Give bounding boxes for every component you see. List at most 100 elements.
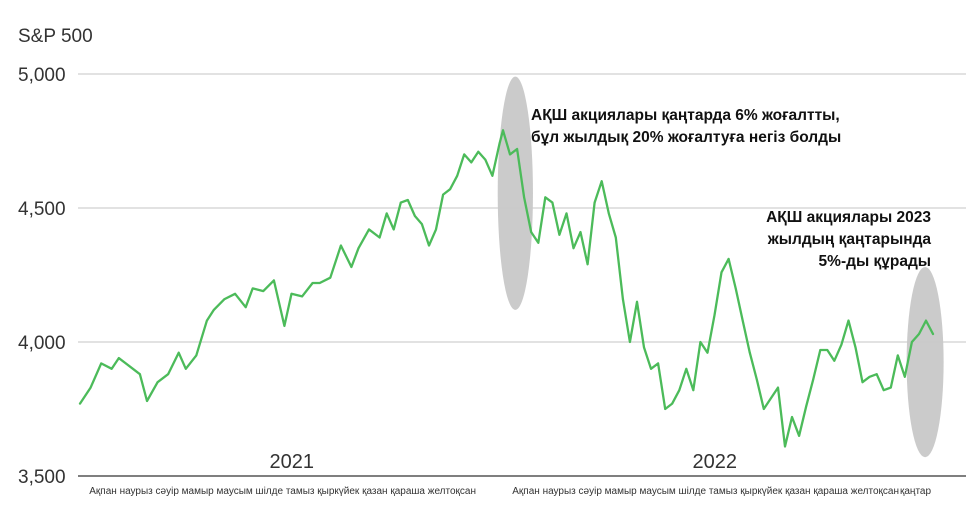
data-point — [713, 314, 716, 317]
data-point — [251, 287, 254, 290]
data-point — [727, 258, 730, 260]
data-point — [770, 397, 772, 400]
data-point — [882, 389, 885, 392]
data-point — [357, 247, 360, 250]
data-point — [206, 319, 208, 322]
data-point — [470, 161, 473, 164]
data-point — [146, 400, 148, 402]
month-labels: Ақпан наурыз сәуір мамыр маусым шілде та… — [512, 486, 899, 497]
data-point — [339, 244, 342, 247]
y-tick-label: 3,500 — [18, 467, 66, 488]
data-point — [629, 341, 631, 343]
highlight-ovals — [497, 76, 944, 458]
data-point — [671, 402, 674, 405]
data-point — [89, 386, 92, 389]
highlight-oval — [906, 266, 944, 458]
data-point — [290, 292, 293, 295]
annotation-line: 5%-ды құрады — [819, 253, 932, 270]
data-point — [435, 228, 437, 231]
data-point — [699, 341, 702, 343]
highlight-oval — [497, 76, 533, 310]
data-point — [456, 174, 459, 177]
data-point — [350, 266, 353, 268]
data-point — [925, 319, 927, 322]
data-point — [283, 325, 286, 327]
data-point — [509, 153, 511, 156]
data-point — [167, 373, 170, 376]
y-tick-label: 4,500 — [18, 199, 66, 220]
data-point — [812, 378, 815, 381]
data-point — [565, 212, 568, 215]
data-point — [755, 378, 758, 381]
data-point — [301, 295, 303, 298]
data-point — [516, 148, 518, 150]
year-label: 2021 — [270, 451, 315, 473]
data-point — [385, 212, 388, 215]
data-point — [685, 367, 688, 370]
data-point — [621, 298, 624, 301]
data-point — [484, 158, 487, 161]
data-point — [734, 287, 737, 290]
data-point — [607, 212, 610, 215]
data-point — [117, 357, 120, 359]
data-point — [889, 386, 892, 389]
data-point — [318, 282, 321, 284]
data-point — [579, 231, 582, 234]
annotation-line: жылдың қаңтарында — [767, 231, 932, 248]
data-point — [213, 308, 215, 311]
data-point — [572, 247, 575, 250]
data-point — [498, 142, 501, 145]
data-point — [847, 319, 850, 322]
data-point — [195, 354, 198, 357]
data-point — [421, 223, 423, 225]
data-point — [826, 349, 829, 351]
data-point — [139, 373, 141, 376]
data-point — [819, 349, 822, 351]
data-point — [244, 306, 247, 309]
data-point — [406, 199, 409, 201]
data-point — [110, 367, 113, 370]
data-point — [777, 386, 779, 389]
data-point — [449, 188, 452, 191]
data-point — [861, 381, 864, 384]
data-point — [413, 215, 416, 217]
data-point — [399, 201, 402, 204]
y-tick-labels: 5,000 4,500 4,000 3,500 — [18, 65, 66, 488]
data-point — [272, 279, 275, 282]
data-point — [551, 201, 554, 204]
data-point — [854, 346, 857, 349]
data-point — [537, 241, 540, 244]
data-point — [530, 231, 533, 234]
data-point — [918, 333, 920, 335]
y-tick-label: 4,000 — [18, 333, 66, 354]
data-point — [805, 405, 808, 408]
data-point — [833, 359, 836, 362]
data-point — [600, 180, 603, 183]
data-point — [692, 389, 695, 392]
data-point — [643, 346, 645, 349]
month-labels: Ақпан наурыз сәуір мамыр маусым шілде та… — [89, 486, 476, 497]
data-point — [903, 375, 906, 378]
data-point — [392, 228, 395, 231]
data-point — [502, 129, 504, 132]
data-point — [798, 434, 800, 437]
grid-lines — [78, 73, 966, 477]
data-point — [184, 367, 187, 370]
month-labels: Ақпан наурыз сәуір мамыр маусым шілде та… — [89, 486, 931, 497]
data-point — [477, 150, 480, 153]
data-point — [428, 244, 430, 247]
data-point — [79, 402, 81, 405]
annotation-line: АҚШ акциялары 2023 — [766, 209, 931, 226]
data-point — [650, 367, 652, 370]
data-point — [100, 362, 103, 365]
data-point — [896, 354, 899, 357]
annotations: АҚШ акциялары қаңтарда 6% жоғалтты, бұл ж… — [531, 107, 931, 270]
data-point — [262, 290, 265, 292]
data-point — [177, 351, 180, 354]
data-point — [442, 193, 444, 196]
month-labels: қаңтар — [900, 486, 931, 497]
series-group — [78, 129, 935, 448]
data-point — [932, 333, 934, 335]
data-point — [368, 228, 370, 231]
